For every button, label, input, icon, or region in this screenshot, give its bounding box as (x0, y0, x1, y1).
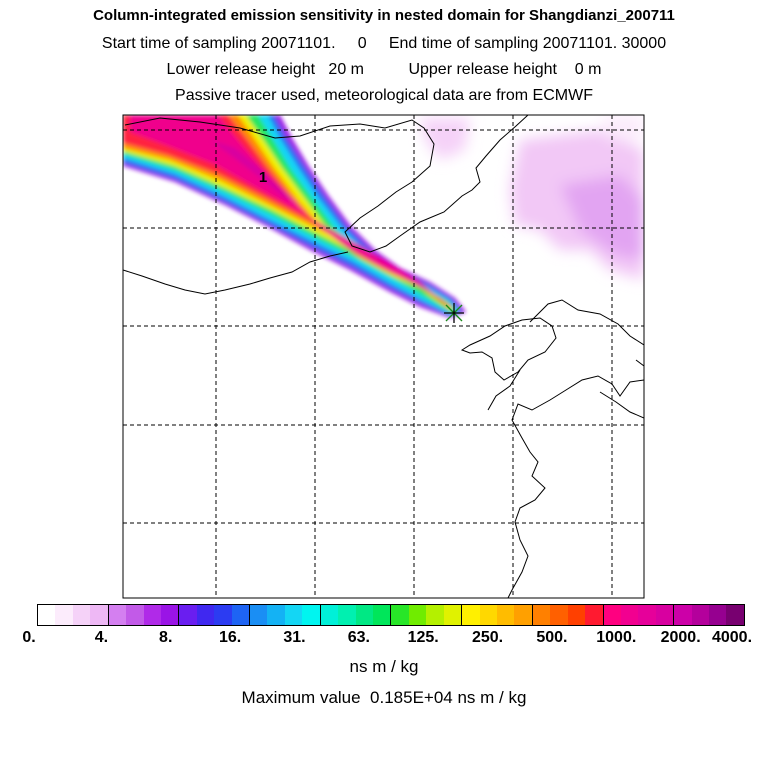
colorbar-swatch (620, 605, 639, 625)
map-frame (122, 114, 645, 599)
colorbar-swatch (550, 605, 568, 625)
colorbar-swatch (214, 605, 232, 625)
colorbar-swatch (38, 605, 56, 625)
colorbar-swatch (338, 605, 356, 625)
colorbar-tick: 1000. (596, 629, 637, 646)
colorbar-swatch (126, 605, 144, 625)
colorbar-swatch (408, 605, 427, 625)
colorbar-swatch (320, 605, 339, 625)
colorbar-swatch (302, 605, 321, 625)
colorbar-swatch (443, 605, 463, 625)
colorbar-swatch (709, 605, 727, 625)
colorbar-swatch (267, 605, 285, 625)
maximum-value: Maximum value 0.185E+04 ns m / kg (241, 688, 527, 707)
plume-band-magenta (130, 115, 448, 306)
tracer-info: Passive tracer used, meteorological data… (175, 87, 593, 104)
colorbar-swatch (585, 605, 604, 625)
colorbar-swatch (567, 605, 586, 625)
colorbar-swatch (638, 605, 656, 625)
colorbar-tick: 250. (471, 629, 504, 646)
colorbar-swatch (72, 605, 91, 625)
colorbar-swatch (496, 605, 515, 625)
colorbar-swatch (250, 605, 268, 625)
colorbar-swatch (355, 605, 374, 625)
colorbar-tick: 31. (283, 629, 306, 646)
colorbar-swatch (196, 605, 215, 625)
emission-plume (123, 115, 466, 318)
colorbar-swatch (284, 605, 303, 625)
colorbar-units: ns m / kg (349, 657, 419, 676)
plot-title: Column-integrated emission sensitivity i… (93, 7, 675, 24)
colorbar (37, 604, 745, 626)
colorbar-tick: 63. (347, 629, 370, 646)
colorbar-tick: 0. (22, 629, 36, 646)
colorbar-swatch (426, 605, 444, 625)
colorbar-tick-labels: 0. 4. 8. 16. 31. 63. 125. 250. 500. 1000. 2000. 400… (0, 629, 768, 651)
colorbar-swatch (462, 605, 480, 625)
colorbar-tick: 500. (536, 629, 568, 646)
colorbar-swatch (108, 605, 127, 625)
plume-band-core (210, 140, 298, 204)
receptor-marker-icon (444, 303, 464, 323)
colorbar-swatch (373, 605, 392, 625)
colorbar-swatch (532, 605, 551, 625)
contour-label: 1 (259, 169, 267, 186)
colorbar-swatch (90, 605, 109, 625)
colorbar-swatch (143, 605, 161, 625)
colorbar-swatch (179, 605, 197, 625)
colorbar-tick: 4. (94, 629, 109, 646)
colorbar-tick: 16. (218, 629, 242, 646)
colorbar-swatch (391, 605, 409, 625)
colorbar-swatch (479, 605, 497, 625)
colorbar-tick: 4000. (711, 629, 753, 646)
colorbar-tick: 2000. (660, 629, 701, 646)
colorbar-swatch (674, 605, 692, 625)
sampling-times: Start time of sampling 20071101. 0 End t… (101, 35, 667, 52)
colorbar-swatch (603, 605, 621, 625)
colorbar-swatch (231, 605, 251, 625)
colorbar-swatch (55, 605, 73, 625)
colorbar-swatch (160, 605, 180, 625)
colorbar-tick: 8. (159, 629, 173, 646)
colorbar-swatch (726, 605, 744, 625)
colorbar-tick: 125. (407, 629, 439, 646)
colorbar-swatch (691, 605, 710, 625)
colorbar-swatch (514, 605, 533, 625)
colorbar-swatch (655, 605, 675, 625)
graticule (123, 115, 644, 598)
release-heights: Lower release height 20 m Upper release … (166, 61, 602, 78)
coastlines (123, 115, 644, 598)
